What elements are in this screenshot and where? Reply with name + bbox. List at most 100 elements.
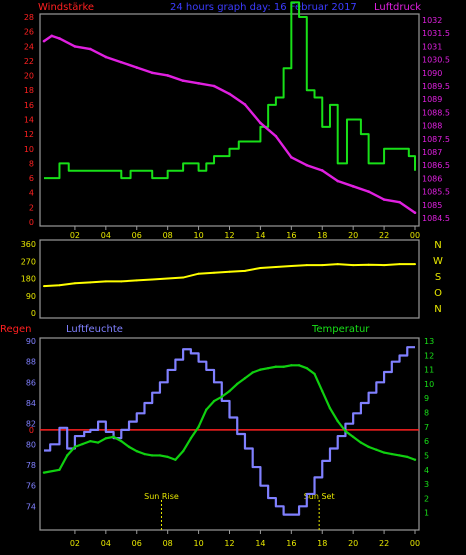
direction-point <box>151 278 154 281</box>
hour-tick-label: 22 <box>379 539 389 548</box>
temperature-point <box>266 366 270 370</box>
panel-frame-top <box>39 13 420 227</box>
temperature-point <box>197 425 200 429</box>
temperature-point <box>236 382 239 386</box>
temperature-point <box>220 395 223 398</box>
temperature-point <box>367 445 370 449</box>
wind-tick-label: 8 <box>29 159 34 168</box>
wind-tick-label: 4 <box>29 189 34 198</box>
temperature-point <box>228 389 231 393</box>
temperature-point <box>96 441 100 444</box>
pressure-tick-label: 1085 <box>422 201 442 210</box>
direction-point <box>182 276 185 279</box>
direction-point <box>305 264 308 267</box>
temperature-tick-label: 9 <box>424 394 429 403</box>
temperature-tick-label: 11 <box>424 366 434 375</box>
direction-point <box>259 266 262 269</box>
temperature-point <box>336 419 339 423</box>
pressure-point <box>243 103 247 106</box>
wind-tick-label: 10 <box>24 145 34 154</box>
temperature-point <box>174 458 177 461</box>
pressure-tick-label: 1089 <box>422 95 442 104</box>
direction-point <box>58 284 61 287</box>
temperature-point <box>328 407 332 410</box>
temperature-tick-label: 6 <box>424 437 429 446</box>
pressure-tick-label: 1089.5 <box>422 82 450 91</box>
hour-tick-label: 08 <box>163 231 173 240</box>
direction-series <box>43 263 416 288</box>
temperature-point <box>73 445 77 449</box>
direction-point <box>414 263 416 266</box>
temperature-point <box>251 371 254 374</box>
humidity-tick-label: 74 <box>26 502 36 511</box>
temperature-point <box>413 458 417 461</box>
temperature-point <box>274 365 278 368</box>
hour-tick-label: 06 <box>132 539 142 548</box>
direction-point <box>321 264 324 267</box>
temperature-point <box>212 399 216 403</box>
temperature-tick-label: 12 <box>424 351 434 360</box>
pressure-point <box>166 74 169 77</box>
temperature-point <box>305 366 308 370</box>
temperature-point <box>89 439 92 443</box>
humidity-axis-ticks: 74 76 78 80 82 84 86 88 90 <box>26 337 36 511</box>
pressure-point <box>58 37 61 40</box>
direction-point <box>213 271 216 274</box>
pressure-point <box>413 211 417 215</box>
hour-tick-label: 12 <box>224 231 234 240</box>
direction-axis-ticks: 0 90 180 270 360 <box>21 240 36 318</box>
pressure-point <box>351 185 355 188</box>
pressure-point <box>290 155 293 159</box>
temperature-point <box>135 449 138 453</box>
pressure-point <box>336 179 340 183</box>
hour-tick-label: 10 <box>193 539 203 548</box>
pressure-point <box>320 169 324 172</box>
pressure-point <box>89 47 92 51</box>
wind-tick-label: 22 <box>24 57 34 66</box>
pressure-axis-title: Luftdruck <box>374 2 421 13</box>
compass-label: N <box>434 240 441 251</box>
temperature-tick-label: 4 <box>424 466 429 475</box>
pressure-tick-label: 1084.5 <box>422 214 450 223</box>
temperature-point <box>259 368 262 371</box>
pressure-tick-label: 1031 <box>422 42 442 51</box>
temperature-point <box>297 364 301 367</box>
humidity-tick-label: 82 <box>26 420 36 429</box>
hour-tick-label: 00 <box>410 231 420 240</box>
pressure-point <box>135 66 139 69</box>
pressure-axis-ticks: 1084.5 1085 1085.5 1086 1086.5 1087 1087.5 1088… <box>422 16 450 223</box>
wind-axis-title: Windstärke <box>38 2 94 13</box>
hour-tick-label: 16 <box>286 231 296 240</box>
wind-tick-label: 18 <box>24 86 34 95</box>
temperature-point <box>406 455 409 459</box>
pressure-point <box>181 79 185 83</box>
temperature-tick-label: 3 <box>424 480 429 489</box>
temperature-point <box>112 435 115 439</box>
bottom-series: 0 Sun Rise Sun Set <box>29 346 419 530</box>
temperature-point <box>321 389 324 393</box>
pressure-point <box>367 190 370 193</box>
bottom-hour-labels: 02 04 06 08 10 12 14 16 18 20 22 00 <box>70 530 420 548</box>
temperature-point <box>81 442 84 446</box>
pressure-point <box>104 55 108 59</box>
top-hour-labels: 02 04 06 08 10 12 14 16 18 20 22 00 <box>70 226 420 240</box>
pressure-point <box>150 71 154 75</box>
temperature-point <box>344 429 347 433</box>
direction-point <box>104 280 107 283</box>
wind-series-line <box>44 1 416 180</box>
temperature-point <box>390 452 394 456</box>
direction-tick-label: 90 <box>26 292 36 301</box>
direction-point <box>336 263 339 266</box>
hour-tick-label: 18 <box>317 539 327 548</box>
pressure-point <box>212 84 216 88</box>
direction-tick-label: 270 <box>21 257 36 266</box>
wind-tick-label: 20 <box>24 72 34 81</box>
temperature-point <box>42 471 46 474</box>
direction-point <box>398 263 401 266</box>
pressure-tick-label: 1086 <box>422 174 442 183</box>
pressure-point <box>228 92 231 96</box>
top-series <box>42 1 417 215</box>
wind-tick-label: 16 <box>24 101 34 110</box>
